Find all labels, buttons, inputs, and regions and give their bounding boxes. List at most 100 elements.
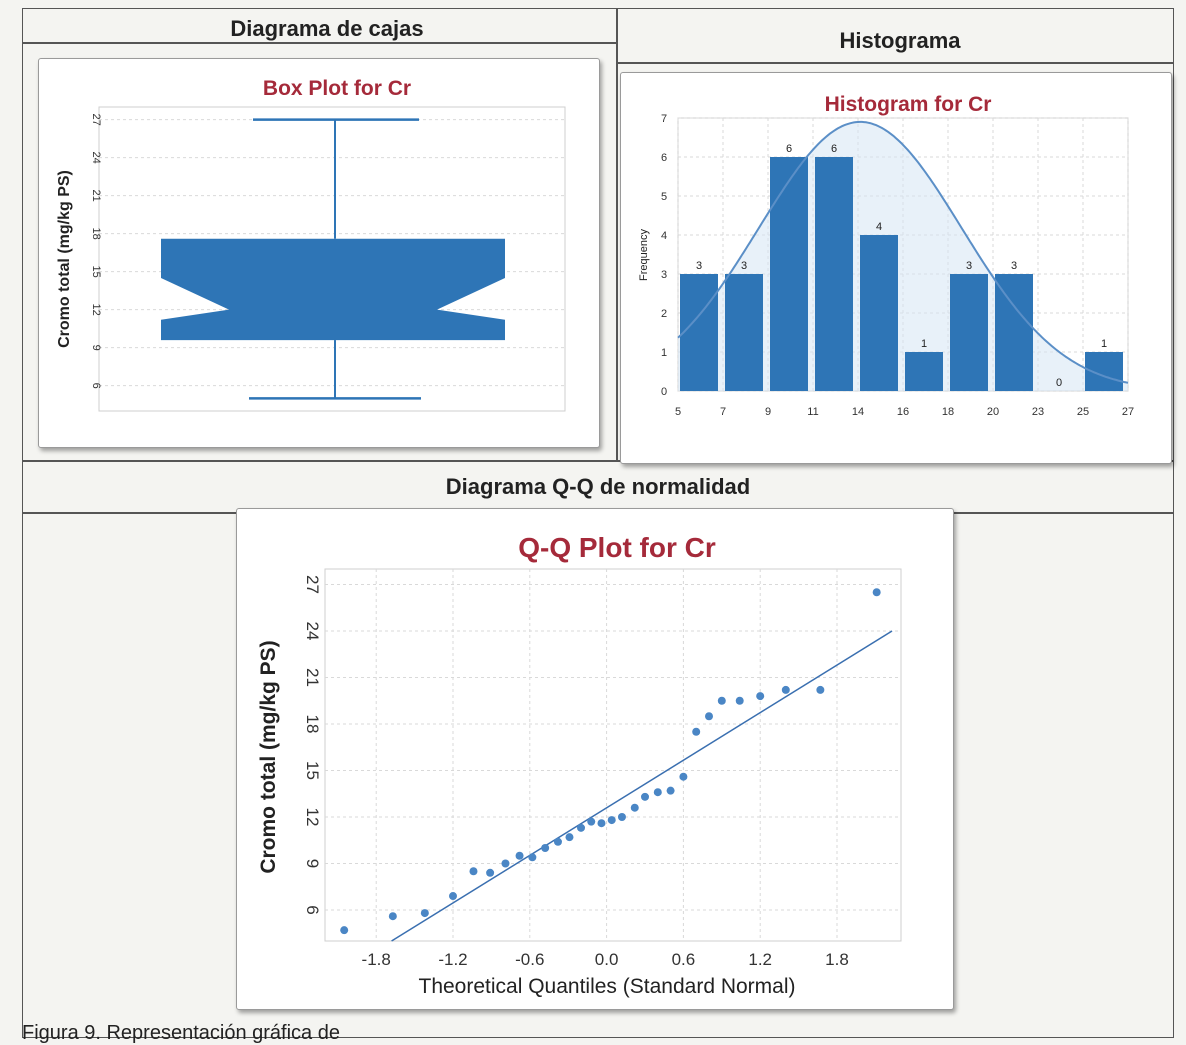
qq-point xyxy=(653,788,662,797)
qq-reference-line xyxy=(391,630,893,942)
histogram-xtick-label: 9 xyxy=(765,406,771,418)
qq-xlabel: Theoretical Quantiles (Standard Normal) xyxy=(419,975,796,998)
qq-point xyxy=(781,685,790,694)
histogram-bar xyxy=(905,352,943,391)
boxplot-panel: Box Plot for Cr Cromo total (mg/kg PS) 2… xyxy=(38,58,600,448)
histogram-data-label: 4 xyxy=(876,221,882,233)
figure-caption: Figura 9. Representación gráfica de xyxy=(22,1022,340,1044)
histogram-xtick-label: 11 xyxy=(807,406,818,418)
histogram-data-label: 1 xyxy=(1101,338,1107,350)
histogram-ytick-label: 4 xyxy=(661,230,667,242)
top-column-divider xyxy=(616,8,618,460)
boxplot-ytick-label: 12 xyxy=(90,304,102,316)
qq-xtick-label: 1.2 xyxy=(748,950,772,969)
boxplot-ytick-label: 27 xyxy=(90,114,102,126)
qq-xtick-label: -1.2 xyxy=(438,950,467,969)
qq-ylabel: Cromo total (mg/kg PS) xyxy=(257,640,280,873)
qq-ytick-label: 6 xyxy=(303,905,322,914)
histogram-xtick-label: 20 xyxy=(987,406,999,418)
histogram-bar xyxy=(995,274,1033,391)
boxplot-section-header: Diagrama de cajas xyxy=(230,16,424,41)
qq-ytick-label: 12 xyxy=(303,808,322,827)
boxplot-chart: Box Plot for Cr Cromo total (mg/kg PS) 2… xyxy=(56,77,566,412)
qq-point xyxy=(679,772,688,781)
histogram-data-label: 1 xyxy=(921,338,927,350)
histogram-xtick-label: 7 xyxy=(720,406,726,418)
histogram-ytick-label: 7 xyxy=(661,113,667,125)
qq-point xyxy=(565,833,574,842)
qq-title: Q-Q Plot for Cr xyxy=(518,532,716,563)
qq-point xyxy=(617,813,626,821)
boxplot-notched-box xyxy=(161,238,505,341)
histogram-ytick-label: 5 xyxy=(661,191,667,203)
boxplot-title: Box Plot for Cr xyxy=(263,77,411,100)
qq-plot-area xyxy=(324,568,902,942)
histogram-data-label: 6 xyxy=(786,143,792,155)
boxplot-plot-area xyxy=(98,106,566,412)
qq-point xyxy=(705,712,713,721)
normal-curve xyxy=(677,120,1129,384)
qq-point xyxy=(541,844,550,852)
qq-point xyxy=(528,853,537,862)
top-header-divider-right xyxy=(618,62,1174,64)
qq-ytick-label: 18 xyxy=(303,715,322,734)
histogram-bar xyxy=(815,157,853,391)
histogram-bar xyxy=(860,235,898,391)
qq-point xyxy=(449,892,457,901)
qq-point xyxy=(486,868,495,877)
histogram-data-label: 0 xyxy=(1056,377,1062,389)
qq-xtick-label: 1.8 xyxy=(825,950,849,969)
qq-ytick-label: 15 xyxy=(303,761,322,780)
qq-point xyxy=(469,867,478,876)
qq-point xyxy=(501,859,510,868)
qq-ytick-label: 9 xyxy=(303,859,322,868)
middle-divider xyxy=(22,460,1174,462)
histogram-section-header: Histograma xyxy=(839,28,961,53)
histogram-xtick-label: 23 xyxy=(1032,406,1044,418)
qq-point xyxy=(630,803,639,812)
qq-point xyxy=(872,588,881,597)
histogram-bar xyxy=(725,274,763,391)
histogram-xtick-label: 27 xyxy=(1122,406,1134,418)
histogram-ytick-label: 6 xyxy=(661,152,667,164)
qq-point xyxy=(597,819,606,828)
qq-point xyxy=(756,692,765,701)
histogram-ytick-label: 2 xyxy=(661,308,667,320)
histogram-ytick-label: 3 xyxy=(661,269,667,281)
histogram-xtick-label: 25 xyxy=(1077,406,1089,418)
qq-ytick-label: 24 xyxy=(303,622,322,641)
qq-point xyxy=(388,912,397,921)
qq-ytick-label: 27 xyxy=(303,575,322,594)
histogram-ytick-label: 0 xyxy=(661,386,667,398)
qq-panel: Q-Q Plot for Cr Cromo total (mg/kg PS) T… xyxy=(236,508,954,1010)
histogram-title: Histogram for Cr xyxy=(825,93,992,116)
histogram-ytick-label: 1 xyxy=(661,347,667,359)
qq-point xyxy=(607,816,616,825)
boxplot-ylabel: Cromo total (mg/kg PS) xyxy=(56,170,73,348)
qq-point xyxy=(553,837,562,846)
qq-xtick-label: -0.6 xyxy=(515,950,544,969)
boxplot-ytick-label: 6 xyxy=(90,383,102,389)
qq-xtick-label: 0.6 xyxy=(672,950,696,969)
qq-point xyxy=(515,851,524,860)
qq-point xyxy=(692,727,701,736)
qq-xtick-label: -1.8 xyxy=(362,950,391,969)
histogram-bar xyxy=(950,274,988,391)
top-header-divider xyxy=(22,42,618,44)
qq-point xyxy=(420,909,429,918)
qq-point xyxy=(577,823,585,832)
qq-section-header: Diagrama Q-Q de normalidad xyxy=(445,474,751,499)
histogram-data-label: 3 xyxy=(966,260,972,272)
histogram-data-label: 3 xyxy=(741,260,747,272)
histogram-bar xyxy=(680,274,718,391)
histogram-data-label: 3 xyxy=(696,260,702,272)
histogram-xtick-label: 5 xyxy=(675,406,681,418)
qq-chart: Q-Q Plot for Cr Cromo total (mg/kg PS) T… xyxy=(257,532,902,998)
qq-point xyxy=(717,696,726,705)
histogram-xtick-label: 14 xyxy=(852,406,864,418)
qq-point xyxy=(816,685,825,694)
qq-xtick-label: 0.0 xyxy=(595,950,619,969)
qq-point xyxy=(587,817,596,826)
qq-point xyxy=(641,792,649,801)
